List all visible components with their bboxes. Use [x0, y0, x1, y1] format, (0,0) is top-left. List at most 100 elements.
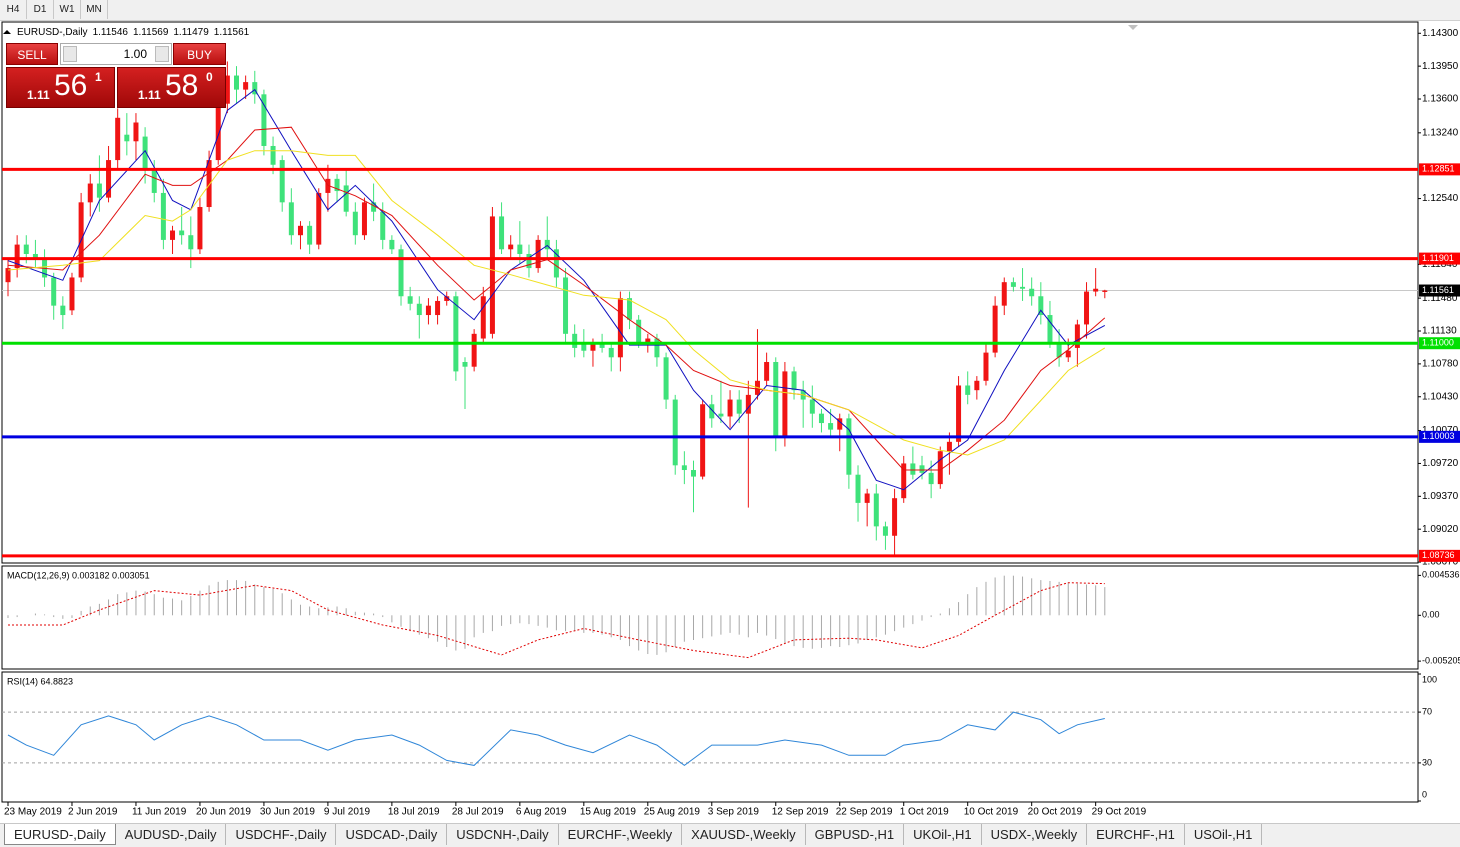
candle-body — [14, 244, 20, 269]
chart-tab[interactable]: USDCAD-,Daily — [336, 824, 448, 845]
candle-body — [590, 343, 596, 351]
one-click-trading: SELL 1.00 BUY 1.11 56 1 1.11 58 0 — [6, 43, 226, 108]
candle-body — [983, 352, 989, 381]
candle-body — [672, 399, 678, 466]
chart-header: EURUSD-,Daily 1.11546 1.11569 1.11479 1.1156… — [17, 27, 250, 38]
candle-body — [307, 225, 313, 245]
candle-body — [1102, 290, 1108, 292]
chart-tab[interactable]: USDCHF-,Daily — [226, 824, 337, 845]
candle-body — [1029, 288, 1035, 297]
chart-tab[interactable]: USDCNH-,Daily — [447, 824, 559, 845]
candle-body — [371, 202, 377, 212]
candle-body — [224, 75, 230, 104]
x-tick-label: 6 Aug 2019 — [516, 807, 567, 818]
x-tick-label: 18 Jul 2019 — [388, 807, 440, 818]
candle-body — [160, 192, 166, 240]
lot-field[interactable]: 1.00 — [60, 43, 172, 65]
chart-tab[interactable]: UKOil-,H1 — [904, 824, 982, 845]
candle-body — [764, 362, 770, 381]
candle-body — [846, 418, 852, 475]
rsi-pane — [1, 671, 1419, 803]
chart-tab[interactable]: EURUSD-,Daily — [4, 824, 116, 845]
y-tick-label: -0.005205 — [1422, 655, 1460, 665]
candle-body — [608, 347, 614, 358]
timeframe-button[interactable]: MN — [81, 0, 108, 19]
y-tick-label: 1.10430 — [1422, 391, 1459, 402]
chart-tab[interactable]: USDX-,Weekly — [982, 824, 1088, 845]
y-tick-label: 1.09020 — [1422, 524, 1459, 535]
candle-body — [828, 423, 834, 430]
candle-body — [425, 305, 431, 316]
candle-body — [718, 413, 724, 417]
candle-body — [133, 122, 139, 142]
y-tick-label: 1.12540 — [1422, 193, 1459, 204]
candle-body — [206, 160, 212, 208]
price-label: 1.11561 — [1422, 285, 1454, 295]
candle-body — [23, 244, 29, 254]
buy-button[interactable]: BUY — [173, 43, 226, 65]
candle-body — [910, 463, 916, 475]
candle-body — [882, 526, 888, 536]
candle-body — [1074, 324, 1080, 348]
y-tick-label: 1.10070 — [1422, 425, 1459, 436]
level-label: 1.11000 — [1422, 338, 1454, 348]
candle-body — [645, 338, 651, 344]
candle-body — [471, 333, 477, 367]
candle-body — [599, 343, 605, 348]
chart-tab[interactable]: AUDUSD-,Daily — [116, 824, 227, 845]
timeframe-toolbar: H4 D1 W1 MN — [0, 0, 1460, 21]
y-tick-label: 1.09720 — [1422, 458, 1459, 469]
candle-body — [407, 296, 413, 304]
chart-tab[interactable]: USOil-,H1 — [1185, 824, 1263, 845]
lot-up[interactable] — [155, 46, 169, 62]
timeframe-button[interactable]: W1 — [54, 0, 81, 19]
candle-body — [517, 244, 523, 254]
y-tick-label: 0.00 — [1422, 610, 1440, 620]
y-tick-label: 1.10780 — [1422, 359, 1459, 370]
candle-body — [535, 239, 541, 269]
sell-button[interactable]: SELL — [6, 43, 58, 65]
moving-average — [7, 150, 1106, 456]
candle-body — [837, 418, 843, 430]
y-tick-label: 1.11130 — [1422, 326, 1457, 337]
candle-body — [1047, 315, 1053, 344]
chart-tab[interactable]: GBPUSD-,H1 — [806, 824, 905, 845]
ask-box[interactable]: 1.11 58 0 — [117, 67, 226, 108]
candle-body — [215, 103, 221, 161]
moving-average — [7, 88, 1106, 491]
candle-body — [681, 465, 687, 471]
y-tick-label: 30 — [1422, 757, 1432, 767]
candle-body — [736, 399, 742, 414]
candle-body — [663, 357, 669, 400]
y-tick-label: 1.14300 — [1422, 28, 1459, 39]
candle-body — [691, 470, 696, 477]
candle-body — [636, 319, 642, 344]
y-tick-label: 1.09370 — [1422, 491, 1459, 502]
candle-body — [553, 249, 559, 278]
bid-big: 1.11 — [27, 88, 50, 102]
timeframe-button[interactable]: D1 — [27, 0, 54, 19]
candle-body — [179, 230, 185, 236]
candle-body — [1093, 288, 1099, 292]
chart-tab[interactable]: XAUUSD-,Weekly — [682, 824, 806, 845]
candle-body — [526, 253, 532, 269]
candle-body — [188, 235, 194, 250]
candle-body — [992, 305, 998, 353]
candle-body — [142, 136, 148, 170]
candle-body — [361, 202, 367, 236]
chart-tab[interactable]: EURCHF-,Weekly — [559, 824, 683, 845]
candle-body — [791, 371, 797, 391]
level-label: 1.12851 — [1422, 164, 1455, 174]
candle-body — [115, 117, 121, 161]
bid-box[interactable]: 1.11 56 1 — [6, 67, 115, 108]
chart-tab[interactable]: EURCHF-,H1 — [1087, 824, 1185, 845]
level-tag — [1419, 549, 1460, 562]
bid-pips: 56 — [54, 69, 88, 102]
candle-body — [389, 239, 395, 250]
x-tick-label: 25 Aug 2019 — [644, 807, 701, 818]
candle-body — [297, 225, 303, 236]
lot-down[interactable] — [63, 46, 77, 62]
candle-body — [617, 298, 623, 358]
candle-body — [928, 472, 934, 485]
timeframe-button[interactable]: H4 — [0, 0, 27, 19]
